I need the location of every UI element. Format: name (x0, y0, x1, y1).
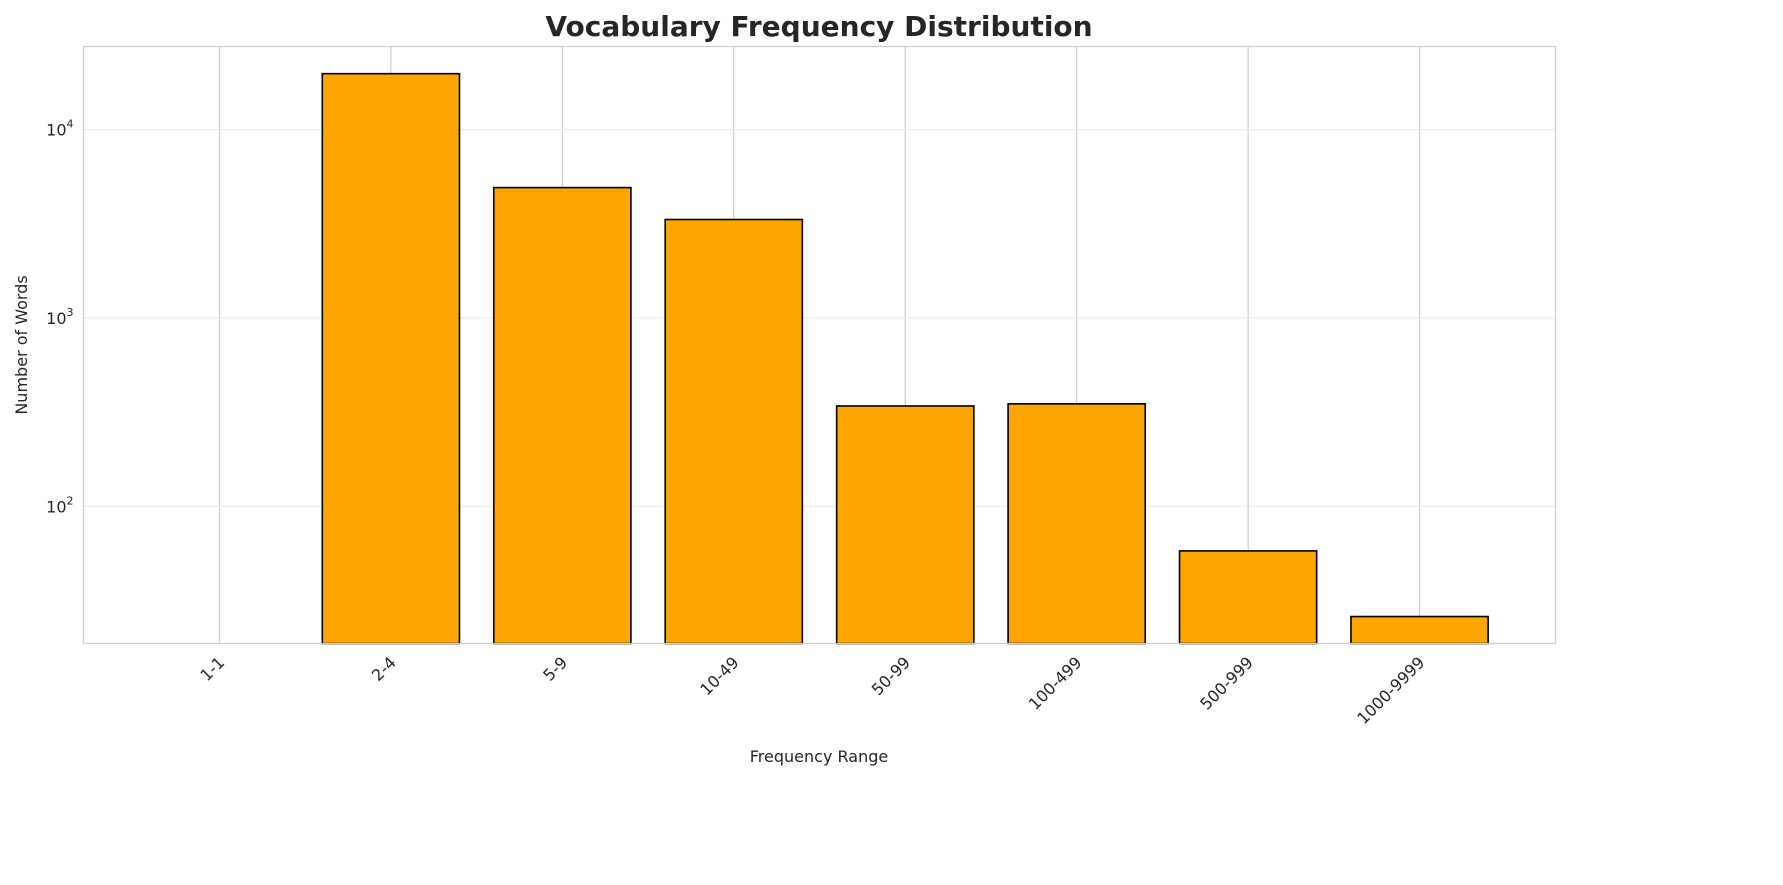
bar-50-99 (835, 405, 975, 645)
y-axis-label: Number of Words (12, 275, 31, 414)
y-tick-label: 103 (46, 306, 73, 328)
y-tick-label: 102 (46, 494, 73, 516)
bar-2-4 (321, 72, 461, 645)
plot-frame (82, 45, 1557, 645)
y-tick-label: 104 (46, 118, 73, 140)
bar-5-9 (492, 186, 632, 645)
bar-1000-9999 (1350, 615, 1489, 645)
bar-100-499 (1007, 403, 1147, 645)
bar-500-999 (1178, 550, 1318, 645)
x-axis-label: Frequency Range (750, 747, 888, 766)
x-tick-label: 10-49 (696, 653, 742, 699)
x-tick-label: 1-1 (196, 653, 228, 685)
x-tick-label: 100-499 (1025, 653, 1086, 714)
x-tick-label: 500-999 (1196, 653, 1257, 714)
x-tick-label: 5-9 (539, 653, 571, 685)
x-tick-label: 2-4 (368, 653, 400, 685)
x-tick-label: 1000-9999 (1353, 653, 1428, 728)
chart-title: Vocabulary Frequency Distribution (545, 10, 1092, 43)
x-tick-label: 50-99 (868, 653, 914, 699)
bar-10-49 (664, 218, 804, 645)
